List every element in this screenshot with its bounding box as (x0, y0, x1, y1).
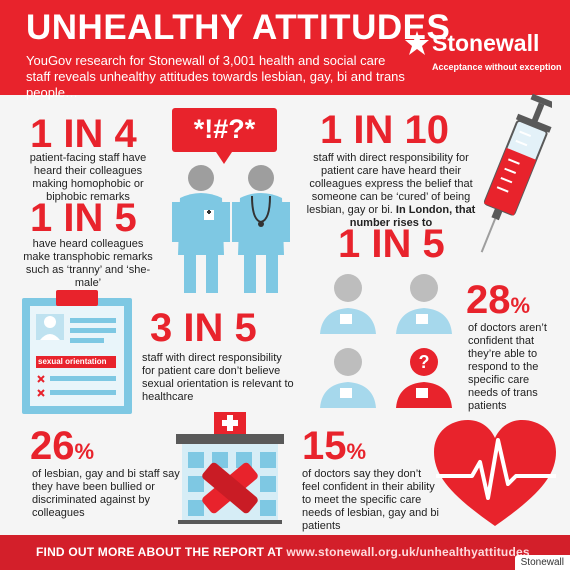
stat-28-unit: % (510, 293, 531, 318)
hospital-icon (176, 412, 284, 524)
footer-cta-text: FIND OUT MORE ABOUT THE REPORT AT (36, 545, 283, 559)
stat-15-number: 15 (302, 424, 347, 468)
stat-15-text: of doctors say they don’t feel confident… (302, 468, 439, 532)
logo-name: Stonewall (432, 30, 540, 56)
page-title: UNHEALTHY ATTITUDES (26, 8, 451, 47)
stat-1in4-text: patient-facing staff have heard their co… (29, 152, 147, 203)
footer-cta: FIND OUT MORE ABOUT THE REPORT AT www.st… (36, 545, 530, 559)
stonewall-logo: Stonewall Acceptance without exception (404, 24, 564, 84)
stat-1in10-emphasis: In London, that number rises to (349, 204, 476, 229)
clipboard-icon (22, 290, 132, 414)
stat-28-text: of doctors aren’t confident that they’re… (468, 322, 547, 412)
speech-bubble-text: *!#?* (193, 114, 256, 144)
stat-15-figure: 15% (302, 424, 366, 469)
footer-banner: FIND OUT MORE ABOUT THE REPORT AT www.st… (0, 535, 570, 570)
stat-1in10-text: staff with direct responsibility for pat… (296, 152, 486, 230)
stat-28-number: 28 (466, 278, 511, 322)
stat-26-number: 26 (30, 424, 75, 468)
stat-26-figure: 26% (30, 424, 94, 469)
page-subtitle: YouGov research for Stonewall of 3,001 h… (26, 53, 405, 100)
stat-3in5-text: staff with direct responsibility for pat… (142, 352, 294, 403)
stat-1in10-body: staff with direct responsibility for pat… (306, 152, 473, 216)
image-credit: Stonewall (514, 555, 570, 570)
stat-26-text: of lesbian, gay and bi staff say they ha… (32, 468, 180, 519)
stat-15-unit: % (346, 439, 367, 464)
stat-26-unit: % (74, 439, 95, 464)
stat-28-figure: 28% (466, 278, 530, 323)
syringe-icon (480, 93, 552, 253)
heart-icon (434, 420, 556, 526)
stat-3in5-figure: 3 IN 5 (150, 306, 257, 350)
star-icon (405, 31, 429, 55)
people-icons: ? (320, 274, 452, 408)
footer-url[interactable]: www.stonewall.org.uk/unhealthyattitudes (286, 545, 530, 559)
speech-bubble-icon (172, 108, 277, 164)
stat-1in4-figure: 1 IN 4 (30, 112, 137, 156)
stat-1in5-text: have heard colleagues make transphobic r… (23, 238, 153, 289)
clipboard-label: sexual orientation (38, 357, 107, 366)
doctors-icon (172, 165, 290, 293)
stat-1in10-figure: 1 IN 10 (320, 108, 449, 152)
logo-tagline: Acceptance without exception (432, 62, 562, 72)
svg-text:?: ? (419, 352, 430, 372)
header-banner: UNHEALTHY ATTITUDES YouGov research for … (0, 0, 570, 100)
stat-london-figure: 1 IN 5 (338, 222, 445, 266)
stat-1in5-figure: 1 IN 5 (30, 196, 137, 240)
